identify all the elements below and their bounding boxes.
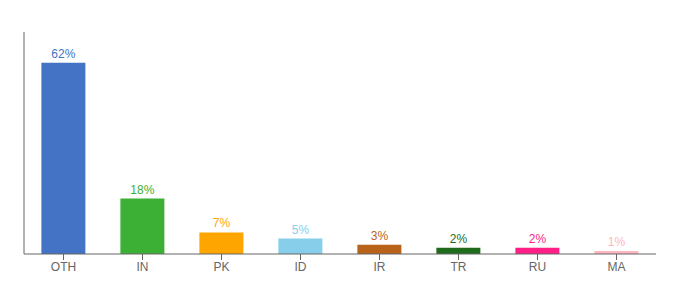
svg-text:RU: RU — [529, 260, 546, 274]
svg-text:TR: TR — [451, 260, 467, 274]
svg-text:IN: IN — [137, 260, 149, 274]
svg-text:18%: 18% — [130, 183, 154, 197]
svg-text:5%: 5% — [292, 223, 310, 237]
svg-text:7%: 7% — [213, 216, 231, 230]
svg-text:2%: 2% — [529, 232, 547, 246]
svg-text:62%: 62% — [51, 47, 75, 61]
svg-text:1%: 1% — [608, 235, 626, 249]
svg-text:OTH: OTH — [51, 260, 76, 274]
svg-text:IR: IR — [374, 260, 386, 274]
svg-text:ID: ID — [295, 260, 307, 274]
svg-text:MA: MA — [608, 260, 626, 274]
svg-text:PK: PK — [213, 260, 229, 274]
svg-text:2%: 2% — [450, 232, 468, 246]
svg-text:3%: 3% — [371, 229, 389, 243]
